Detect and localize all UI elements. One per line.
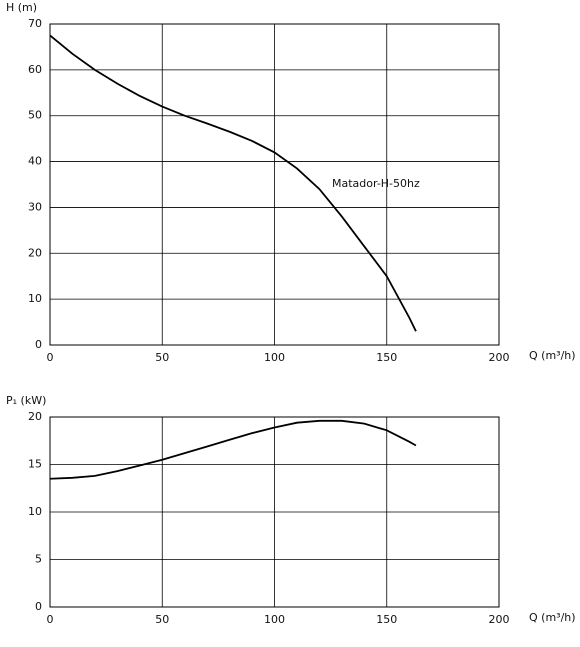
curve: [49, 419, 417, 480]
x-tick-label: 150: [376, 613, 397, 626]
x-tick-label: 0: [47, 613, 54, 626]
y-tick-label: 30: [28, 200, 42, 213]
x-tick-label: 0: [47, 351, 54, 364]
y-tick-label: 15: [28, 458, 42, 471]
y-tick-label: 0: [35, 600, 42, 613]
x-tick-label: 150: [376, 351, 397, 364]
x-tick-label: 100: [264, 613, 285, 626]
y-tick-label: 70: [28, 17, 42, 30]
y-tick-label: 20: [28, 246, 42, 259]
y-tick-label: 20: [28, 410, 42, 423]
y-tick-label: 50: [28, 109, 42, 122]
x-axis-label: Q (m³/h): [529, 349, 576, 362]
y-tick-label: 10: [28, 292, 42, 305]
x-tick-label: 100: [264, 351, 285, 364]
x-tick-label: 50: [155, 613, 169, 626]
curve-label: Matador-H-50hz: [332, 177, 420, 190]
y-axis-label: H (m): [6, 1, 37, 14]
y-tick-label: 10: [28, 505, 42, 518]
y-tick-label: 0: [35, 338, 42, 351]
x-tick-label: 50: [155, 351, 169, 364]
curve: [49, 34, 417, 332]
y-tick-label: 5: [35, 553, 42, 566]
y-tick-label: 60: [28, 63, 42, 76]
y-tick-label: 40: [28, 155, 42, 168]
x-tick-label: 200: [489, 613, 510, 626]
x-axis-label: Q (m³/h): [529, 611, 576, 624]
y-axis-label: P₁ (kW): [6, 394, 46, 407]
x-tick-label: 200: [489, 351, 510, 364]
